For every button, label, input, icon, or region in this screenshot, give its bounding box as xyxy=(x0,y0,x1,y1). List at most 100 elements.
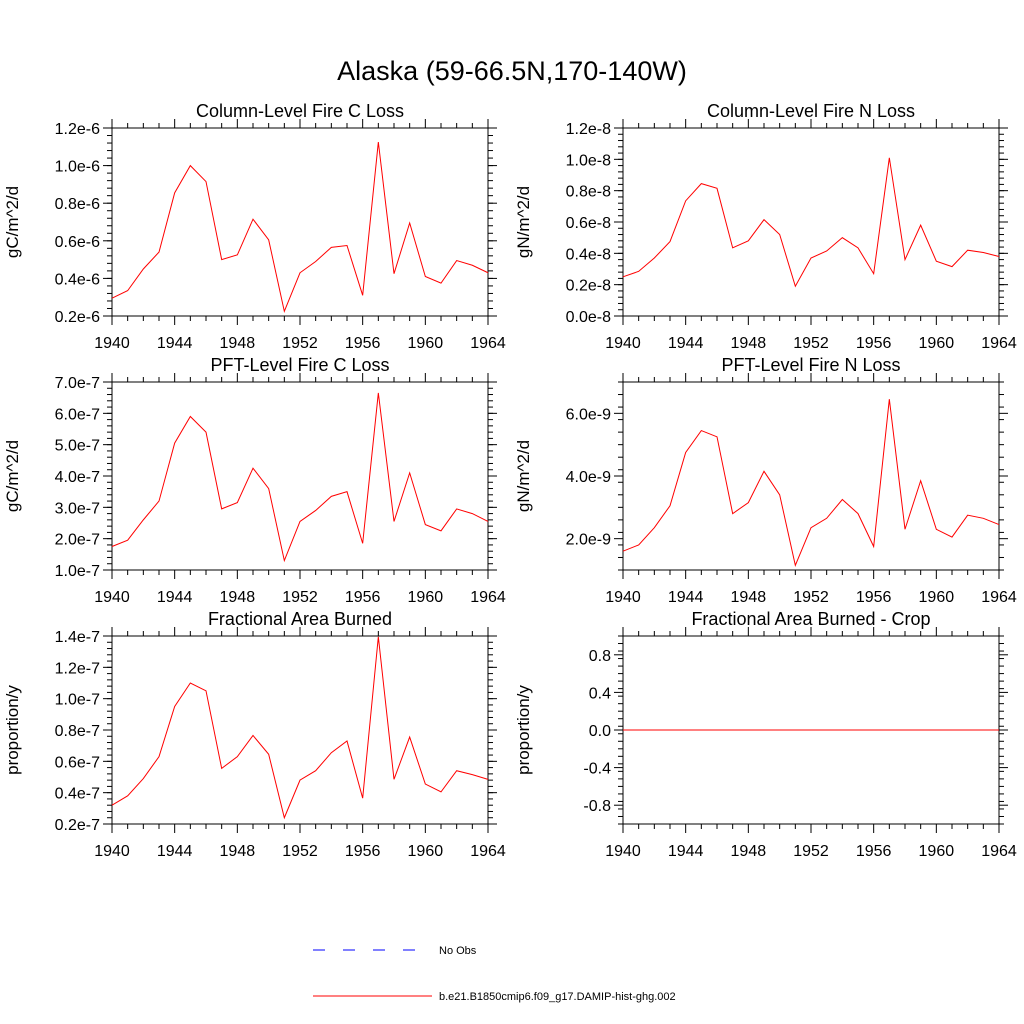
series-line xyxy=(111,636,489,820)
x-tick-label: 1940 xyxy=(605,589,641,606)
x-tick-label: 1960 xyxy=(919,589,955,606)
x-tick-label: 1960 xyxy=(919,335,955,352)
y-tick-label: 2.0e-7 xyxy=(55,532,100,549)
series-line xyxy=(622,157,1000,288)
y-tick-label: 1.0e-7 xyxy=(55,692,100,709)
series-line xyxy=(622,399,1000,567)
x-tick-label: 1960 xyxy=(408,335,444,352)
y-tick-label: -0.4 xyxy=(583,761,611,778)
x-tick-label: 1964 xyxy=(981,589,1017,606)
chart-panel-2: Column-Level Fire N Loss gN/m^2/d 1940 1944… xyxy=(514,101,1017,352)
x-tick-label: 1964 xyxy=(470,589,506,606)
y-tick-label: 0.8 xyxy=(589,648,611,665)
x-tick-label: 1940 xyxy=(605,843,641,860)
y-tick-label: 0.8e-8 xyxy=(566,184,611,201)
y-tick-label: 1.0e-6 xyxy=(55,159,100,176)
chart-panel-3: PFT-Level Fire C Loss gC/m^2/d 1940 1944 194… xyxy=(3,355,506,606)
y-axis-label: gN/m^2/d xyxy=(514,186,533,258)
y-tick-label: 0.0e-8 xyxy=(566,309,611,326)
chart-panel-6: Fractional Area Burned - Crop proportion/… xyxy=(514,609,1017,860)
y-tick-label: 3.0e-7 xyxy=(55,500,100,517)
panel-title: PFT-Level Fire C Loss xyxy=(210,355,389,375)
y-tick-label: 0.2e-6 xyxy=(55,309,100,326)
y-tick-label: 0.4e-8 xyxy=(566,246,611,263)
x-tick-label: 1944 xyxy=(157,589,193,606)
y-tick-label: 0.2e-7 xyxy=(55,817,100,834)
y-tick-label: 4.0e-9 xyxy=(566,469,611,486)
y-tick-label: 2.0e-9 xyxy=(566,532,611,549)
x-tick-label: 1944 xyxy=(668,589,704,606)
x-tick-label: 1956 xyxy=(345,843,381,860)
x-tick-label: 1952 xyxy=(282,335,318,352)
x-tick-label: 1952 xyxy=(793,843,829,860)
x-tick-label: 1948 xyxy=(731,335,767,352)
chart-panel-1: Column-Level Fire C Loss gC/m^2/d 1940 1944… xyxy=(3,101,506,352)
y-tick-label: 0.2e-8 xyxy=(566,278,611,295)
y-tick-label: 1.2e-6 xyxy=(55,121,100,138)
panel-title: Fractional Area Burned xyxy=(208,609,392,629)
x-tick-label: 1952 xyxy=(793,589,829,606)
y-tick-label: 6.0e-7 xyxy=(55,406,100,423)
figure-title: Alaska (59-66.5N,170-140W) xyxy=(337,56,687,86)
panel-title: Column-Level Fire C Loss xyxy=(196,101,404,121)
series-line xyxy=(111,392,489,563)
y-axis-label: gC/m^2/d xyxy=(3,186,22,258)
x-tick-label: 1944 xyxy=(157,335,193,352)
x-tick-label: 1956 xyxy=(856,335,892,352)
x-tick-label: 1960 xyxy=(919,843,955,860)
panel-title: Fractional Area Burned - Crop xyxy=(691,609,930,629)
y-tick-label: 0.6e-7 xyxy=(55,754,100,771)
y-tick-label: 0.6e-8 xyxy=(566,215,611,232)
panel-title: PFT-Level Fire N Loss xyxy=(721,355,900,375)
x-tick-label: 1940 xyxy=(94,843,130,860)
x-tick-label: 1944 xyxy=(668,335,704,352)
plot-frame xyxy=(111,127,489,317)
x-tick-label: 1948 xyxy=(220,589,256,606)
y-axis-label: proportion/y xyxy=(514,685,533,775)
x-tick-label: 1956 xyxy=(345,335,381,352)
y-tick-label: 1.0e-7 xyxy=(55,563,100,580)
x-tick-label: 1948 xyxy=(220,335,256,352)
y-tick-label: -0.8 xyxy=(583,798,611,815)
legend-label-2: b.e21.B1850cmip6.f09_g17.DAMIP-hist-ghg.… xyxy=(439,991,676,1003)
y-axis-label: gC/m^2/d xyxy=(3,440,22,512)
x-tick-label: 1944 xyxy=(668,843,704,860)
y-tick-label: 0.8e-7 xyxy=(55,723,100,740)
y-tick-label: 1.2e-7 xyxy=(55,660,100,677)
chart-panel-4: PFT-Level Fire N Loss gN/m^2/d 1940 1944 194… xyxy=(514,355,1017,606)
panels: Column-Level Fire C Loss gC/m^2/d 1940 1944… xyxy=(3,101,1017,860)
x-tick-label: 1964 xyxy=(470,843,506,860)
x-tick-label: 1964 xyxy=(981,843,1017,860)
x-tick-label: 1960 xyxy=(408,589,444,606)
plot-frame xyxy=(622,381,1000,571)
series-line xyxy=(111,142,489,313)
y-tick-label: 0.4 xyxy=(589,685,611,702)
x-tick-label: 1940 xyxy=(94,589,130,606)
y-tick-label: 0.4e-6 xyxy=(55,271,100,288)
y-tick-label: 7.0e-7 xyxy=(55,375,100,392)
x-tick-label: 1952 xyxy=(282,843,318,860)
x-tick-label: 1948 xyxy=(731,843,767,860)
y-tick-label: 1.0e-8 xyxy=(566,152,611,169)
y-tick-label: 1.2e-8 xyxy=(566,121,611,138)
x-tick-label: 1940 xyxy=(605,335,641,352)
x-tick-label: 1952 xyxy=(282,589,318,606)
x-tick-label: 1960 xyxy=(408,843,444,860)
plot-frame xyxy=(111,635,489,825)
plot-frame xyxy=(111,381,489,571)
y-tick-label: 0.6e-6 xyxy=(55,234,100,251)
x-tick-label: 1956 xyxy=(856,589,892,606)
x-tick-label: 1940 xyxy=(94,335,130,352)
x-tick-label: 1948 xyxy=(731,589,767,606)
y-tick-label: 0.0 xyxy=(589,723,611,740)
x-tick-label: 1956 xyxy=(345,589,381,606)
y-tick-label: 1.4e-7 xyxy=(55,629,100,646)
y-tick-label: 0.4e-7 xyxy=(55,786,100,803)
plot-frame xyxy=(622,127,1000,317)
x-tick-label: 1956 xyxy=(856,843,892,860)
y-axis-label: gN/m^2/d xyxy=(514,440,533,512)
x-tick-label: 1948 xyxy=(220,843,256,860)
y-tick-label: 5.0e-7 xyxy=(55,438,100,455)
x-tick-label: 1964 xyxy=(470,335,506,352)
